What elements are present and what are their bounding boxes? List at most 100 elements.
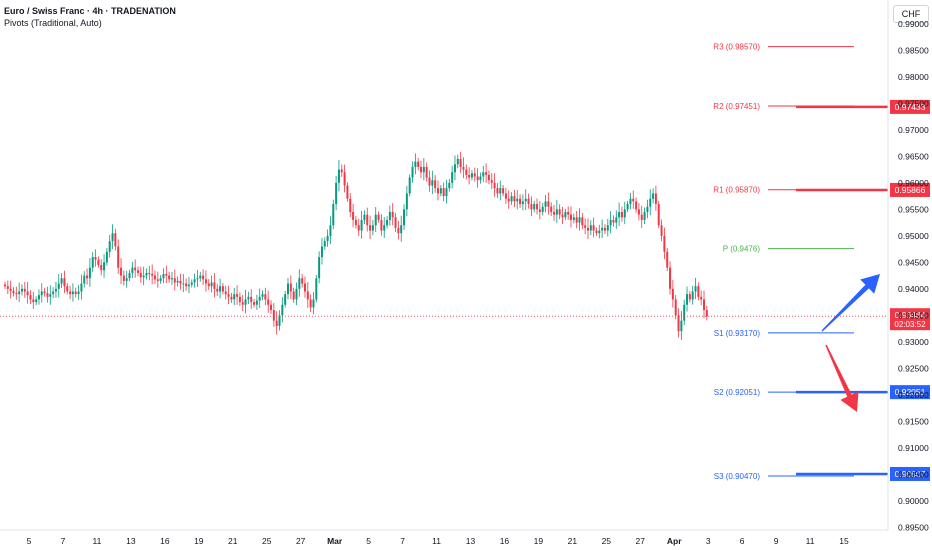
candle-body: [462, 166, 465, 170]
candle-body: [688, 294, 691, 300]
indicator-label[interactable]: Pivots (Traditional, Auto): [4, 18, 102, 28]
candle-body: [193, 279, 196, 283]
candle-body: [83, 275, 86, 284]
candle-body: [640, 214, 643, 220]
candle-body: [213, 282, 216, 289]
candle-body: [137, 270, 140, 273]
x-tick-label: 13: [466, 536, 476, 546]
candle-body: [275, 320, 278, 326]
candle-body: [555, 209, 558, 215]
candle-body: [153, 275, 156, 280]
y-tick-label: 0.89500: [898, 522, 929, 532]
candle-body: [63, 278, 66, 287]
candle-body: [487, 174, 490, 181]
candle-body: [584, 225, 587, 228]
candle-body: [122, 275, 125, 281]
candle-body: [306, 291, 309, 300]
candle-body: [128, 272, 131, 279]
bearish-arrow: [825, 344, 859, 412]
candle-body: [669, 267, 672, 289]
candle-body: [442, 188, 445, 197]
x-tick-label: 7: [400, 536, 405, 546]
candle-body: [270, 304, 273, 311]
candle-body: [663, 235, 666, 252]
candle-body: [649, 198, 652, 207]
candle-body: [168, 275, 171, 280]
pivot-label-s3: S3 (0.90470): [714, 472, 761, 481]
candle-body: [620, 212, 623, 218]
candle-body: [46, 293, 49, 297]
candle-body: [507, 198, 510, 202]
candle-body: [615, 217, 618, 223]
candle-body: [244, 299, 247, 305]
candle-body: [575, 217, 578, 223]
x-tick-label: 27: [636, 536, 646, 546]
x-tick-label: 11: [806, 536, 815, 546]
candle-body: [204, 279, 207, 284]
candle-body: [411, 166, 414, 178]
countdown-label: 02:03:52: [894, 320, 926, 329]
candle-body: [4, 284, 6, 287]
candle-body: [326, 235, 329, 242]
current-price-label: 0.93484: [895, 310, 926, 320]
x-tick-label: 15: [839, 536, 849, 546]
candle-body: [142, 275, 145, 278]
candle-body: [349, 198, 352, 212]
candle-body: [386, 219, 389, 226]
currency-badge[interactable]: CHF: [893, 5, 929, 23]
x-tick-label: 21: [228, 536, 238, 546]
candle-body: [623, 209, 626, 218]
candle-body: [264, 294, 267, 300]
candle-body: [199, 275, 202, 279]
candle-body: [190, 282, 193, 285]
pivot-levels: R3 (0.98570) R2 (0.97451) 0.97433 R1 (0.958…: [0, 43, 930, 481]
x-tick-label: 9: [774, 536, 779, 546]
candle-body: [100, 265, 103, 271]
y-tick-label: 0.91500: [898, 416, 929, 426]
candle-body: [340, 169, 343, 173]
candle-body: [196, 278, 199, 280]
candle-body: [374, 214, 377, 226]
candle-body: [592, 225, 595, 231]
pivot-label-s1: S1 (0.93170): [714, 329, 761, 338]
candle-body: [414, 161, 417, 167]
candle-body: [451, 172, 454, 183]
candle-body: [117, 246, 120, 268]
candle-body: [323, 241, 326, 247]
candle-body: [261, 294, 264, 297]
candle-body: [394, 217, 397, 228]
x-tick-label: 19: [194, 536, 204, 546]
price-badge-label: 0.95866: [895, 185, 926, 195]
y-tick-label: 0.94500: [898, 257, 929, 267]
candle-body: [473, 173, 476, 177]
candle-body: [516, 198, 519, 202]
candle-body: [182, 283, 185, 285]
candle-body: [210, 282, 213, 287]
x-tick-label: 21: [568, 536, 578, 546]
candle-body: [156, 279, 159, 281]
candle-body: [176, 280, 179, 283]
candle-body: [683, 304, 686, 321]
y-tick-label: 0.96000: [898, 178, 929, 188]
candle-body: [247, 296, 250, 300]
candle-body: [598, 230, 601, 234]
candle-body: [52, 291, 55, 295]
candles: [4, 152, 708, 340]
candle-body: [219, 286, 222, 292]
candle-body: [216, 288, 219, 292]
candle-body: [538, 209, 541, 212]
candle-body: [428, 177, 431, 186]
candle-body: [601, 227, 604, 231]
candle-body: [241, 302, 244, 305]
price-badge: [890, 385, 930, 400]
x-tick-label: 16: [160, 536, 170, 546]
candle-body: [490, 180, 493, 183]
x-tick-label: Apr: [667, 536, 682, 546]
y-tick-label: 0.95500: [898, 204, 929, 214]
candle-body: [431, 180, 434, 186]
x-tick-label: 27: [296, 536, 306, 546]
candle-body: [69, 291, 72, 295]
candle-body: [459, 159, 462, 167]
candle-body: [476, 176, 479, 181]
